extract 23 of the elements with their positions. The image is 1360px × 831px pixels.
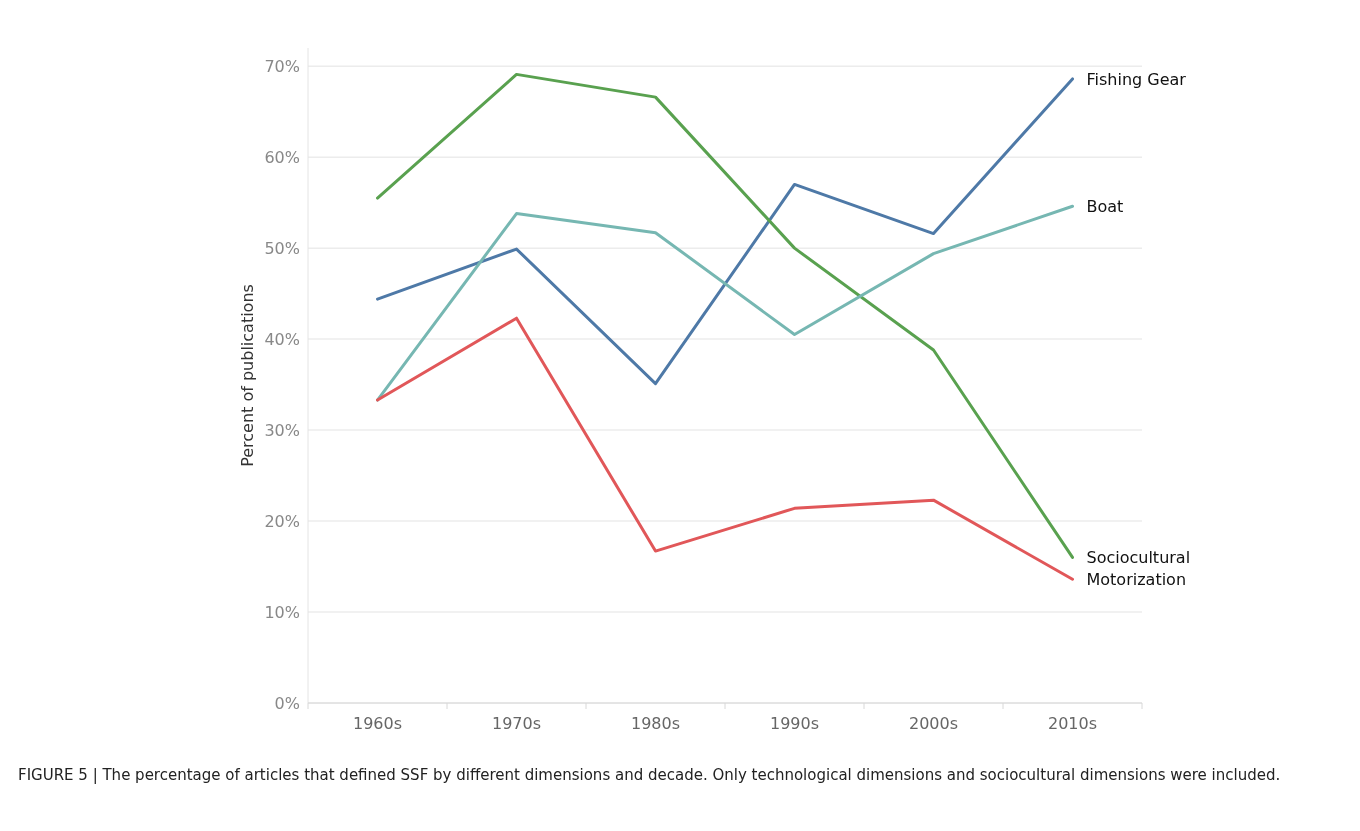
y-tick-label: 10% [264, 602, 300, 622]
x-tick-label: 1960s [352, 714, 403, 733]
x-tick-label: 1990s [769, 714, 820, 733]
line-series [376, 316, 1074, 581]
x-tick-label: 1980s [630, 714, 681, 733]
y-tick-label: 70% [264, 56, 300, 76]
y-tick-label: 40% [264, 329, 300, 349]
series-label: Motorization [1086, 569, 1187, 589]
line-series [376, 77, 1074, 386]
caption: FIGURE 5 | The percentage of articles that defined SSF by different dimensions and decade. Only technological dimensions and sociocultural dimensions were included. [18, 766, 1282, 784]
y-axis-title: Percent of publications [238, 284, 257, 467]
series-label: Boat [1086, 196, 1124, 216]
x-tick-label: 2000s [908, 714, 959, 733]
y-tick-label: 0% [274, 693, 300, 713]
series-label: Sociocultural [1086, 548, 1191, 568]
x-tick-label: 1970s [491, 714, 542, 733]
y-tick-label: 50% [264, 238, 300, 258]
y-tick-label: 60% [264, 147, 300, 167]
x-tick-label: 2010s [1047, 714, 1098, 733]
line-series [376, 72, 1074, 559]
y-tick-label: 20% [264, 511, 300, 531]
series-label: Fishing Gear [1086, 69, 1187, 89]
y-tick-label: 30% [264, 420, 300, 440]
